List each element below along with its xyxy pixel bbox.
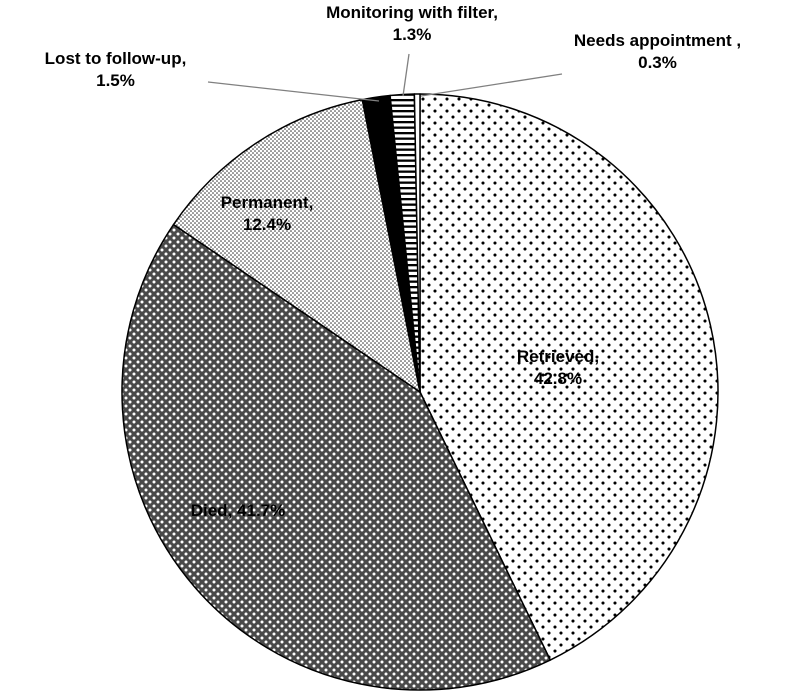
pie-label-needs-line2: 0.3% xyxy=(638,53,677,72)
pie-label-permanent: Permanent, 12.4% xyxy=(192,192,342,236)
pie-label-retrieved: Retrieved, 42.8% xyxy=(468,346,648,390)
pie-label-needs-appointment: Needs appointment , 0.3% xyxy=(540,30,775,74)
pie-label-monitoring-with-filter: Monitoring with filter, 1.3% xyxy=(287,2,537,46)
pie-label-permanent-line1: Permanent, xyxy=(220,193,314,212)
pie-label-monitoring-line1: Monitoring with filter, xyxy=(326,3,498,22)
pie-label-needs-line1: Needs appointment , xyxy=(573,31,742,50)
pie-label-permanent-line2: 12.4% xyxy=(242,215,292,234)
leader-line-lost-to-follow-up xyxy=(207,81,380,102)
pie-slice-needs-appointment xyxy=(413,93,421,393)
pie-slice-permanent xyxy=(172,98,421,393)
leader-line-monitoring-with-filter xyxy=(402,53,410,97)
pie-slice-died xyxy=(121,223,552,691)
pie-label-lost-line2: 1.5% xyxy=(96,71,135,90)
pie-slices-group xyxy=(121,93,719,691)
pie-label-retrieved-line2: 42.8% xyxy=(533,369,583,388)
pie-label-lost-to-follow-up: Lost to follow-up, 1.5% xyxy=(8,48,223,92)
pie-label-retrieved-line1: Retrieved, xyxy=(516,347,600,366)
pie-label-monitoring-line2: 1.3% xyxy=(392,25,432,44)
pie-slice-retrieved xyxy=(419,93,719,661)
pie-label-lost-line1: Lost to follow-up, xyxy=(44,49,187,68)
pie-label-died-line1: Died, 41.7% xyxy=(190,501,286,520)
pie-label-died: Died, 41.7% xyxy=(148,500,328,522)
leader-line-needs-appointment xyxy=(420,73,563,97)
